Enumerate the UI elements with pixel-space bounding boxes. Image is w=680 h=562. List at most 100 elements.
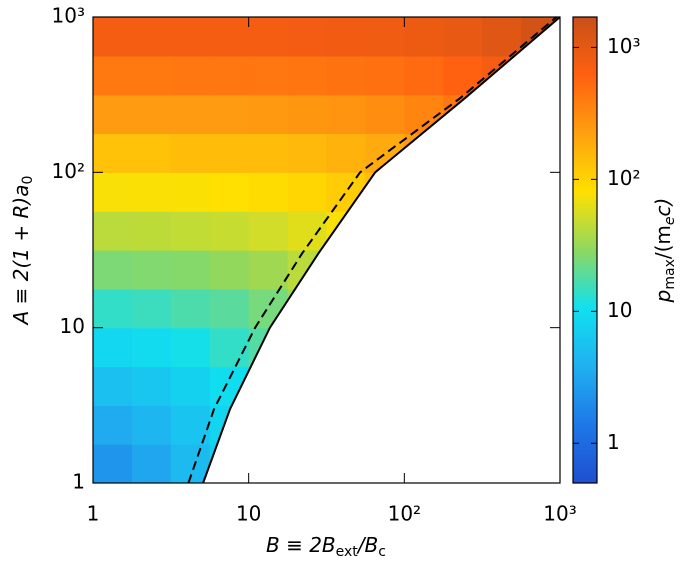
label-part: e (662, 216, 678, 225)
heatmap-cell (209, 94, 250, 135)
x-axis-label: B ≡ 2Bext/Bc (266, 533, 386, 561)
x-tick-label: 10 (236, 502, 261, 526)
heatmap-cell (131, 211, 172, 251)
heatmap-cell (209, 327, 250, 368)
overlay: 1 10 10² 10³ 1 10 10² 10³ 1 10 10² 10³ (52, 4, 641, 526)
heatmap-cell (404, 17, 444, 57)
heatmap-cell (326, 211, 366, 251)
heatmap-cell (93, 327, 133, 368)
label-part: B ≡ 2B (266, 533, 336, 557)
heatmap-cell (248, 327, 289, 368)
heatmap-cell (248, 17, 289, 57)
heatmap-cell (248, 366, 289, 406)
x-tick-label: 10² (388, 502, 421, 526)
heatmap-cell (326, 133, 366, 173)
heatmap-cell (93, 211, 133, 251)
curve (202, 16, 561, 484)
heatmap-cell (131, 17, 172, 57)
heatmap-cell (209, 172, 250, 212)
label-part: A ≡ 2(1 + R)a (9, 185, 33, 327)
heatmap-cell (365, 55, 405, 96)
label-part: /B (356, 533, 378, 557)
heatmap-cell (93, 366, 133, 406)
label-part: 0 (20, 176, 36, 185)
heatmap-cell (248, 250, 289, 290)
label-part: /(m (651, 225, 675, 259)
label-part: p (651, 290, 675, 304)
y-tick-label: 10³ (52, 4, 85, 28)
heatmap-cell (248, 211, 289, 251)
heatmap-cell (131, 405, 172, 445)
heatmap-cell (131, 133, 172, 173)
heatmap-cell (248, 133, 289, 173)
heatmap (93, 17, 560, 483)
heatmap-cell (521, 17, 560, 57)
heatmap-cell (209, 250, 250, 290)
heatmap-cell (93, 250, 133, 290)
label-part: ext (336, 544, 359, 560)
heatmap-cell (131, 444, 172, 483)
heatmap-cell (93, 133, 133, 173)
curve (187, 16, 558, 484)
heatmap-cell (93, 17, 133, 57)
heatmap-cell (209, 133, 250, 173)
heatmap-cell (170, 55, 211, 96)
heatmap-cell (170, 288, 211, 329)
y-tick-label: 1 (72, 470, 85, 494)
heatmap-cell (93, 55, 133, 96)
heatmap-cell (209, 366, 250, 406)
heatmap-cell (93, 288, 133, 329)
heatmap-cell (287, 211, 328, 251)
colorbar (572, 16, 598, 484)
heatmap-cell (287, 17, 328, 57)
heatmap-cell (365, 94, 405, 135)
y-tick-label: 10² (52, 159, 85, 183)
heatmap-cell (287, 172, 328, 212)
heatmap-cell (93, 172, 133, 212)
heatmap-cell (365, 17, 405, 57)
heatmap-cell (443, 17, 483, 57)
heatmap-cell (170, 133, 211, 173)
x-tick-label: 10³ (543, 502, 576, 526)
heatmap-cell (93, 94, 133, 135)
heatmap-cell (170, 94, 211, 135)
colorbar-label: pmax/(mec) (651, 198, 679, 304)
heatmap-cell (170, 211, 211, 251)
heatmap-cell (248, 94, 289, 135)
label-part: max (662, 259, 678, 290)
heatmap-cell (209, 288, 250, 329)
heatmap-cell (131, 250, 172, 290)
heatmap-cell (131, 288, 172, 329)
heatmap-cell (326, 94, 366, 135)
y-tick-label: 10 (60, 314, 85, 338)
x-tick-label: 1 (87, 502, 100, 526)
heatmap-cell (209, 211, 250, 251)
heatmap-cell (443, 55, 483, 96)
heatmap-cell (93, 405, 133, 445)
colorbar-tick-label: 10 (607, 298, 632, 322)
label-part: c (378, 544, 386, 560)
heatmap-cell (131, 94, 172, 135)
heatmap-cell (131, 172, 172, 212)
heatmap-cell (131, 366, 172, 406)
heatmap-cell (209, 17, 250, 57)
heatmap-cell (287, 94, 328, 135)
heatmap-cell (131, 55, 172, 96)
heatmap-cell (248, 172, 289, 212)
colorbar-tick-label: 10² (607, 166, 640, 190)
heatmap-cell (404, 55, 444, 96)
y-axis-label: A ≡ 2(1 + R)a0 (9, 176, 37, 327)
heatmap-cell (131, 327, 172, 368)
heatmap-cell (209, 55, 250, 96)
heatmap-cell (326, 172, 366, 212)
heatmap-cell (482, 17, 522, 57)
colorbar-tick-label: 10³ (607, 34, 640, 58)
heatmap-cell (287, 288, 328, 329)
heatmap-cell (93, 444, 133, 483)
heatmap-cell (248, 55, 289, 96)
label-part: c) (651, 198, 675, 217)
heatmap-cell (170, 172, 211, 212)
plot-frame (92, 16, 561, 484)
heatmap-cell (170, 17, 211, 57)
